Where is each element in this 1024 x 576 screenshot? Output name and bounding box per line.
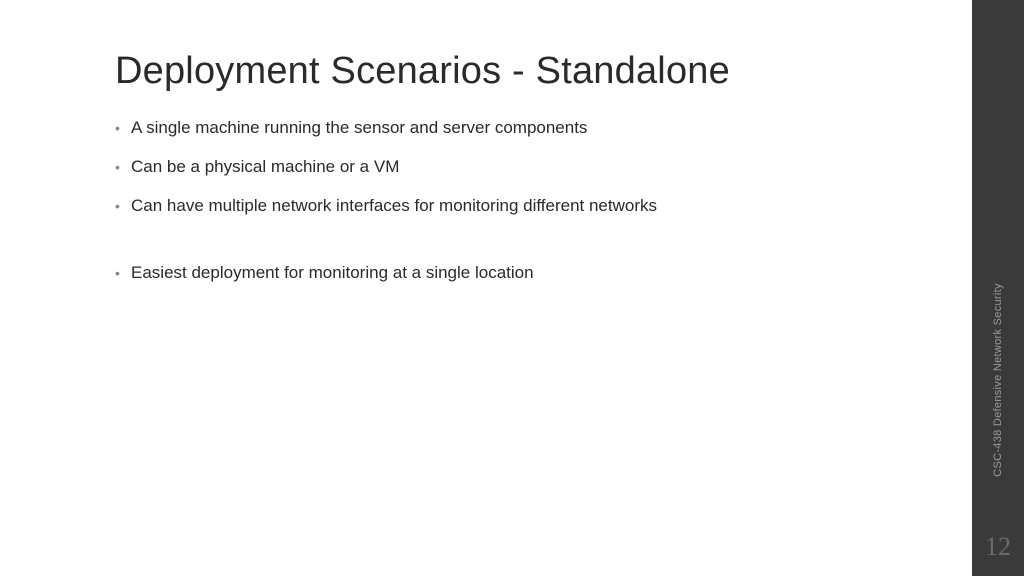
slide: Deployment Scenarios - Standalone A sing… xyxy=(0,0,1024,576)
bullet-item: Can have multiple network interfaces for… xyxy=(115,195,932,218)
bullet-item: A single machine running the sensor and … xyxy=(115,117,932,140)
slide-title: Deployment Scenarios - Standalone xyxy=(115,50,932,93)
bullet-item: Easiest deployment for monitoring at a s… xyxy=(115,262,932,285)
bullet-list: A single machine running the sensor and … xyxy=(115,117,932,285)
slide-content: Deployment Scenarios - Standalone A sing… xyxy=(0,0,972,576)
course-label: CSC-438 Defensive Network Security xyxy=(992,283,1004,477)
page-number: 12 xyxy=(972,532,1024,562)
bullet-item: Can be a physical machine or a VM xyxy=(115,156,932,179)
slide-sidebar: CSC-438 Defensive Network Security 12 xyxy=(972,0,1024,576)
